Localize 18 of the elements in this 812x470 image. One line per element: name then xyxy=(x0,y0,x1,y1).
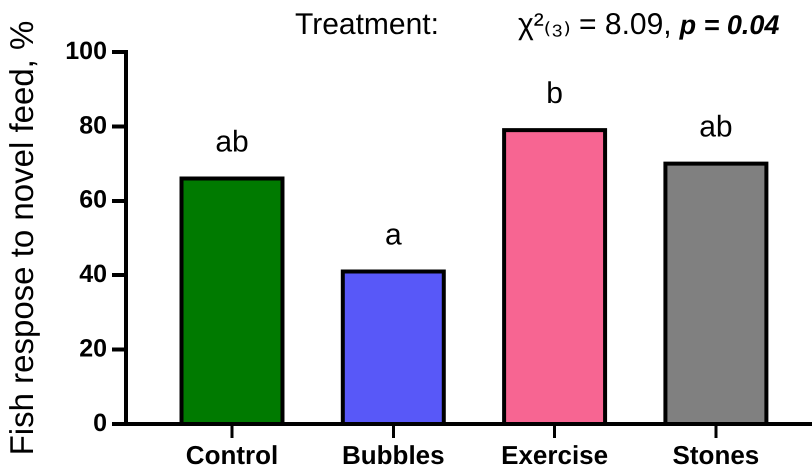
annotation: ab xyxy=(215,125,249,158)
annotation: ab xyxy=(699,110,733,144)
text: p = 0.04 xyxy=(678,10,780,40)
text: Treatment: xyxy=(295,8,439,41)
y-tick-label: 100 xyxy=(65,36,107,65)
annotation: b xyxy=(546,77,563,110)
x-tick-label: Control xyxy=(186,440,278,470)
annotation: a xyxy=(384,218,402,252)
x-tick-label: Exercise xyxy=(501,440,608,470)
x-tick-label: Bubbles xyxy=(342,440,445,470)
y-axis-title: Fish respose to novel feed, % xyxy=(2,20,40,456)
y-tick-label: 60 xyxy=(79,186,107,214)
y-tick-label: 80 xyxy=(79,111,107,140)
y-tick-label: 20 xyxy=(79,334,107,362)
y-tick-label: 40 xyxy=(79,260,107,288)
y-tick-label: 0 xyxy=(93,408,107,437)
text: χ²₍₃₎ = 8.09, xyxy=(518,8,672,41)
x-tick-label: Stones xyxy=(672,440,760,470)
